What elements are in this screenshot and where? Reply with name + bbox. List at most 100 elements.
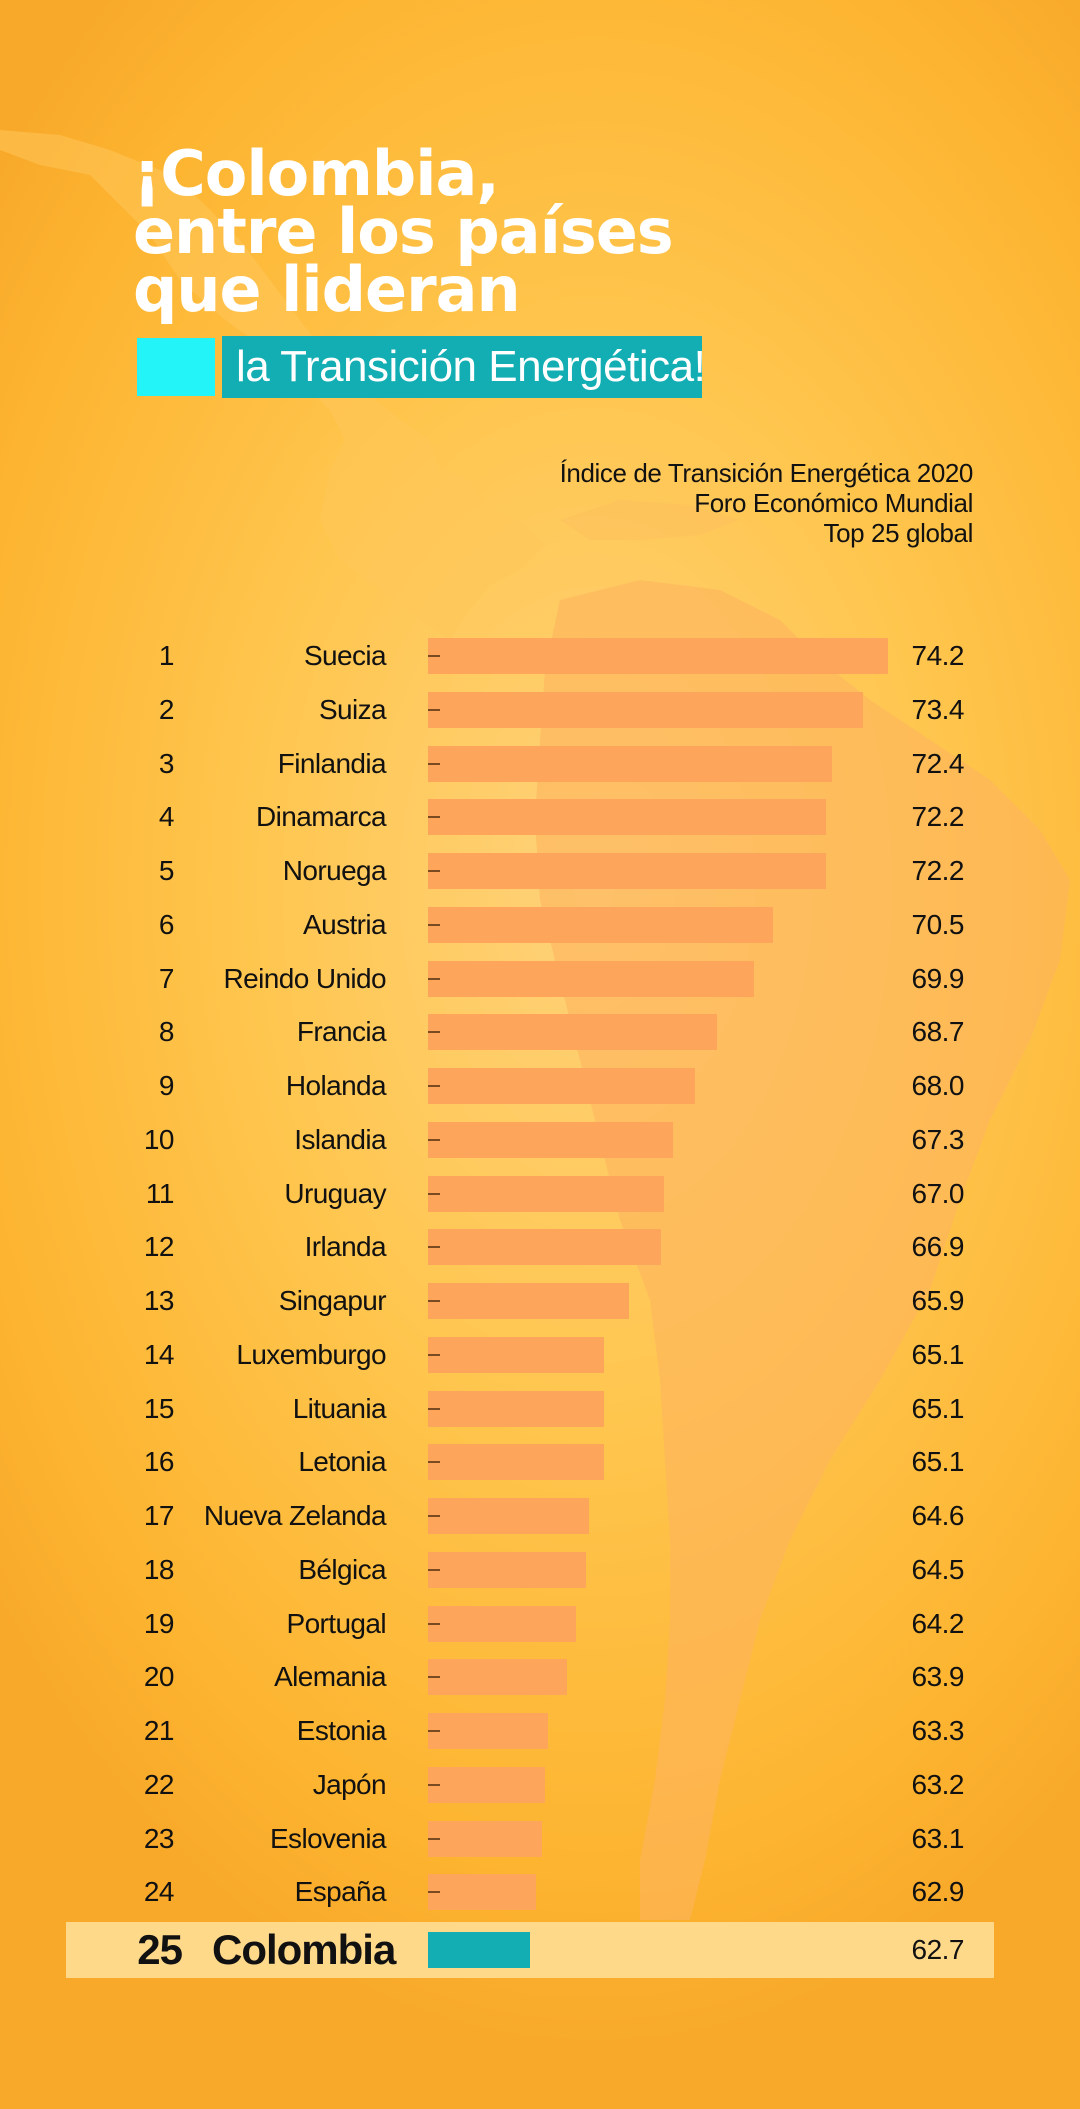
value-label: 69.9 (911, 962, 965, 994)
chart-row: 23 Eslovenia 63.1 (0, 1812, 1080, 1866)
value-label: 67.3 (911, 1123, 965, 1155)
bar (428, 1229, 661, 1266)
category-label: Noruega (282, 855, 387, 886)
source-line-index: Índice de Transición Energética 2020 (559, 458, 974, 488)
bar (428, 691, 864, 728)
headline-line-1: ¡Colombia, (133, 137, 500, 210)
chart-row: 4 Dinamarca 72.2 (0, 790, 1080, 844)
rank-label: 24 (143, 1876, 175, 1908)
bar (428, 1175, 664, 1212)
chart-row: 13 Singapur 65.9 (0, 1274, 1080, 1328)
value-label: 72.2 (911, 801, 965, 833)
value-label: 65.1 (911, 1446, 965, 1478)
chart-row: 17 Nueva Zelanda 64.6 (0, 1489, 1080, 1543)
chart-row: 9 Holanda 68.0 (0, 1059, 1080, 1113)
chart-row: 18 Bélgica 64.5 (0, 1543, 1080, 1597)
category-label: Alemania (274, 1661, 387, 1693)
bar (428, 906, 773, 943)
value-label: 62.9 (911, 1876, 965, 1908)
category-label: Irlanda (304, 1231, 387, 1263)
headline-line-2: entre los países (133, 195, 674, 268)
category-label: Holanda (285, 1070, 387, 1101)
chart-row: 6 Austria 70.5 (0, 898, 1080, 952)
chart-row: 19 Portugal 64.2 (0, 1597, 1080, 1651)
value-label: 63.9 (911, 1661, 965, 1693)
category-label: Letonia (298, 1446, 386, 1478)
chart-row: 5 Noruega 72.2 (0, 844, 1080, 898)
bar (428, 1444, 605, 1481)
category-label: Portugal (286, 1607, 387, 1639)
value-label: 68.7 (911, 1016, 965, 1048)
category-label: Austria (303, 908, 387, 940)
bar (428, 638, 889, 674)
bar (428, 1283, 630, 1319)
rank-label: 18 (143, 1553, 175, 1585)
chart-row: 1 Suecia 74.2 (0, 629, 1080, 683)
category-label: Eslovenia (269, 1822, 387, 1854)
source-note: Índice de Transición Energética 2020 For… (559, 458, 974, 548)
bar-tick (428, 1568, 440, 1571)
bar (428, 1068, 695, 1104)
bar-tick (428, 1031, 440, 1034)
north-america-shape (0, 130, 545, 640)
rank-label: 20 (143, 1661, 175, 1693)
bar (428, 1874, 536, 1911)
value-label: 63.2 (911, 1768, 965, 1800)
chart-row: 8 Francia 68.7 (0, 1005, 1080, 1059)
chart-row: 7 Reindo Unido 69.9 (0, 952, 1080, 1006)
rank-label: 8 (158, 1016, 175, 1048)
rank-label: 10 (143, 1123, 175, 1155)
category-label: Bélgica (298, 1553, 386, 1585)
rank-label: 6 (158, 908, 175, 940)
bar (428, 960, 755, 997)
value-label: 65.1 (911, 1338, 965, 1370)
chart-row: 12 Irlanda 66.9 (0, 1220, 1080, 1274)
bar (428, 745, 833, 782)
rank-label: 5 (158, 855, 175, 886)
value-label: 68.0 (911, 1070, 965, 1101)
bar-tick (428, 1515, 440, 1517)
value-label: 67.0 (911, 1177, 965, 1209)
value-label: 66.9 (911, 1231, 965, 1263)
category-label: Finlandia (277, 747, 387, 779)
value-label: 63.3 (911, 1715, 965, 1746)
headline: ¡Colombia, entre los países que lideran (133, 137, 674, 321)
bar-tick (428, 1085, 440, 1087)
category-label: Estonia (296, 1715, 387, 1746)
category-label: Singapur (278, 1285, 387, 1316)
chart-row: 3 Finlandia 72.4 (0, 737, 1080, 791)
chart-row: 10 Islandia 67.3 (0, 1113, 1080, 1167)
caribbean-shape (560, 500, 740, 540)
value-label: 74.2 (911, 640, 965, 671)
highlight-band (66, 1922, 994, 1978)
rank-label: 1 (158, 640, 175, 671)
rank-label: 7 (158, 962, 175, 994)
chart-row: 20 Alemania 63.9 (0, 1650, 1080, 1704)
bar-tick (428, 977, 440, 980)
bar (428, 1659, 567, 1696)
rank-label: 11 (145, 1177, 175, 1209)
bar (428, 1336, 605, 1373)
rank-label: 4 (158, 801, 175, 833)
rank-label: 2 (158, 693, 175, 725)
value-label: 63.1 (911, 1822, 965, 1854)
value-label: 64.5 (911, 1553, 965, 1585)
value-label: 62.7 (911, 1934, 965, 1965)
bar-tick (428, 1622, 440, 1625)
bar-tick (428, 1891, 440, 1894)
bar-tick (428, 1138, 440, 1141)
bar (428, 1820, 542, 1857)
chart-row: 2 Suiza 73.4 (0, 683, 1080, 737)
bar (428, 1932, 530, 1968)
bar-tick (428, 923, 440, 926)
value-label: 64.6 (911, 1500, 965, 1531)
chart-row: 22 Japón 63.2 (0, 1758, 1080, 1812)
bar (428, 1390, 605, 1427)
rank-label: 14 (143, 1338, 175, 1370)
value-label: 65.9 (911, 1285, 965, 1316)
bar-tick (428, 816, 440, 819)
rank-label: 17 (143, 1500, 175, 1531)
chart-row-highlight: 25 Colombia 62.7 (0, 1923, 1080, 1977)
bar-tick (428, 1837, 440, 1840)
